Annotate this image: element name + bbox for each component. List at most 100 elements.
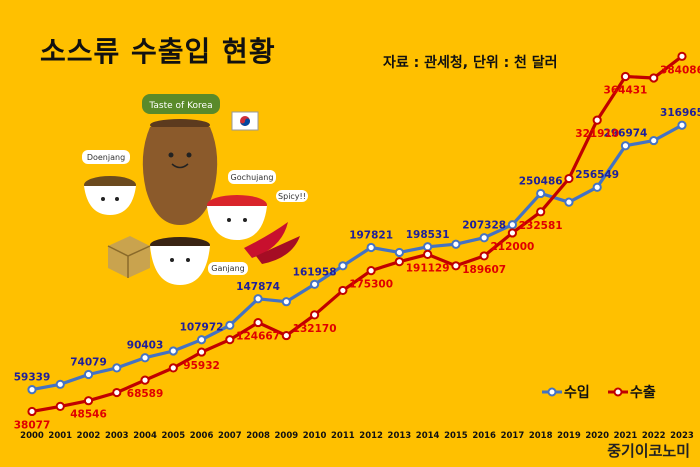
data-point — [338, 285, 348, 296]
x-tick-label: 2004 — [133, 431, 157, 441]
data-point — [225, 320, 235, 330]
data-label: 364431 — [604, 85, 648, 97]
legend-item-import: 수입 — [542, 385, 590, 401]
data-point — [168, 363, 178, 373]
data-point — [479, 233, 489, 243]
data-label: 296974 — [604, 128, 648, 140]
legend-item-export: 수출 — [608, 384, 656, 401]
legend-marker-import — [547, 387, 557, 397]
x-tick-label: 2003 — [105, 431, 129, 441]
data-point — [394, 247, 404, 258]
data-label: 161958 — [293, 266, 337, 278]
data-labels: 59339 74079 90403 107972 147874 161958 197821 1… — [14, 64, 700, 431]
data-point — [168, 346, 178, 356]
korean-sauce-illustration: Taste of Korea Doenjang Gochujang Spicy!… — [82, 94, 308, 285]
data-point — [112, 363, 122, 373]
jar-icon — [142, 127, 218, 225]
x-tick-label: 2019 — [557, 431, 581, 441]
data-point — [677, 51, 687, 61]
data-point — [564, 197, 574, 207]
data-point — [196, 335, 207, 345]
x-tick-label: 2016 — [472, 431, 496, 441]
data-point — [677, 120, 687, 130]
spicy-label: Spicy!! — [278, 192, 306, 201]
data-point — [281, 297, 291, 307]
banner-text: Taste of Korea — [148, 101, 212, 111]
chart-title: 소스류 수출입 현황 — [40, 35, 276, 68]
data-point — [83, 369, 94, 380]
data-point — [479, 251, 489, 261]
banner-shape — [142, 94, 220, 114]
x-tick-label: 2023 — [670, 431, 694, 441]
chili-pepper-icon — [244, 222, 288, 258]
data-point — [507, 228, 518, 238]
data-label: 38077 — [14, 419, 51, 431]
data-point — [366, 242, 376, 253]
doenjang-label: Doenjang — [87, 153, 125, 162]
data-point — [196, 347, 207, 357]
x-tick-label: 2002 — [77, 431, 101, 441]
data-point — [55, 401, 65, 411]
x-tick-label: 2013 — [388, 431, 412, 441]
x-tick-label: 2021 — [614, 431, 638, 441]
data-point — [140, 375, 150, 385]
x-tick-label: 2010 — [303, 431, 327, 441]
data-label: 321910 — [575, 128, 619, 140]
legend-marker-export — [613, 387, 623, 397]
data-label: 207328 — [462, 220, 506, 232]
data-label: 198531 — [406, 229, 450, 241]
data-label: 74079 — [70, 356, 107, 368]
data-point — [140, 353, 150, 363]
data-point — [423, 249, 433, 259]
data-label: 232581 — [519, 220, 563, 232]
data-point — [366, 266, 376, 276]
data-point — [620, 141, 631, 151]
x-tick-label: 2015 — [444, 431, 468, 441]
legend-label-import: 수입 — [564, 385, 590, 401]
data-point — [55, 379, 65, 389]
data-label: 59339 — [14, 372, 51, 384]
brand-logo: 중기이코노미 — [607, 442, 690, 460]
gochujang-label: Gochujang — [231, 173, 274, 182]
data-point — [536, 188, 546, 199]
data-point — [253, 294, 263, 304]
x-tick-label: 2009 — [275, 431, 299, 441]
data-point — [338, 261, 348, 271]
series-line-export — [31, 55, 683, 413]
data-point — [310, 279, 320, 289]
data-point — [27, 385, 37, 395]
source-note: 자료 : 관세청, 단위 : 천 달러 — [383, 55, 558, 71]
data-point — [253, 317, 263, 328]
gochujang-bowl-icon — [207, 206, 267, 240]
data-point — [451, 261, 461, 271]
data-label: 191129 — [406, 262, 450, 274]
data-point — [27, 406, 37, 417]
data-label: 250486 — [519, 175, 563, 187]
legend-label-export: 수출 — [630, 384, 656, 401]
data-point — [507, 220, 518, 230]
data-label: 48546 — [70, 409, 107, 421]
x-tick-label: 2011 — [331, 431, 355, 441]
data-point — [592, 182, 602, 192]
data-point — [592, 115, 602, 125]
data-point — [394, 257, 404, 267]
data-point — [536, 207, 546, 217]
data-label: 90403 — [127, 340, 164, 352]
data-label: 197821 — [349, 229, 393, 241]
data-label: 68589 — [127, 388, 164, 400]
data-label: 147874 — [236, 281, 280, 293]
x-tick-label: 2007 — [218, 431, 242, 441]
data-label: 384086 — [660, 64, 700, 76]
x-axis-ticks: 2000 2001 2002 2003 2004 2005 2006 2007 2008 2009… — [20, 431, 694, 441]
legend: 수입 수출 — [542, 384, 656, 401]
data-label: 189607 — [462, 264, 506, 276]
data-label: 107972 — [180, 322, 224, 334]
data-point — [281, 330, 291, 341]
data-point — [649, 73, 659, 83]
x-tick-label: 2020 — [585, 431, 609, 441]
data-label: 132170 — [293, 323, 337, 335]
ganjang-bowl-icon — [150, 246, 210, 285]
data-label: 95932 — [183, 360, 220, 372]
x-tick-label: 2001 — [48, 431, 72, 441]
